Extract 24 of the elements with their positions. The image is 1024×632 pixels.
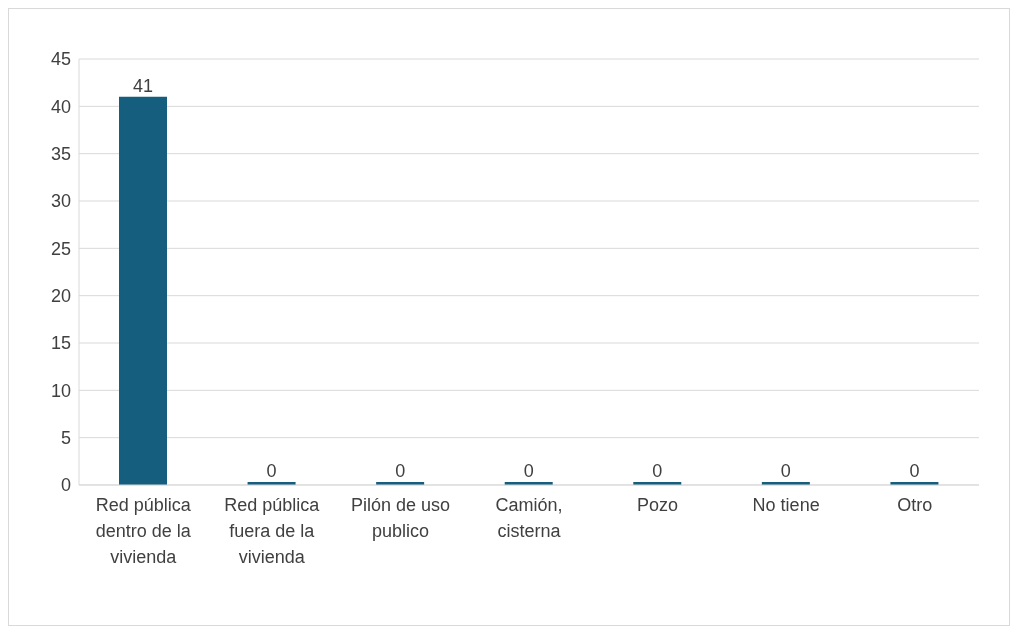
y-tick-label: 20 [50, 286, 71, 307]
y-tick-label: 5 [60, 428, 71, 449]
x-tick-label: Pozo [637, 495, 679, 515]
y-tick-label: 0 [60, 475, 71, 496]
data-label: 0 [652, 461, 663, 481]
x-tick-label: Camión, cisterna [495, 495, 563, 541]
data-label: 0 [266, 461, 277, 481]
y-tick-label: 15 [50, 333, 71, 354]
data-label: 0 [780, 461, 791, 481]
y-tick-label: 25 [50, 238, 71, 259]
x-tick-label: Red pública dentro de la vivienda [95, 495, 192, 567]
y-tick-label: 30 [50, 191, 71, 212]
y-tick-label: 40 [50, 96, 71, 117]
x-tick-label: Pilón de uso publico [350, 495, 450, 541]
y-tick-label: 45 [50, 49, 71, 70]
x-tick-label: Red pública fuera de la vivienda [224, 495, 321, 567]
data-label: 41 [132, 75, 154, 96]
x-tick-label: No tiene [752, 495, 820, 515]
x-tick-label: Otro [897, 495, 933, 515]
data-label: 0 [395, 461, 406, 481]
data-label: 0 [523, 461, 534, 481]
data-label: 0 [909, 461, 920, 481]
y-tick-label: 35 [50, 144, 71, 165]
y-tick-label: 10 [50, 380, 71, 401]
